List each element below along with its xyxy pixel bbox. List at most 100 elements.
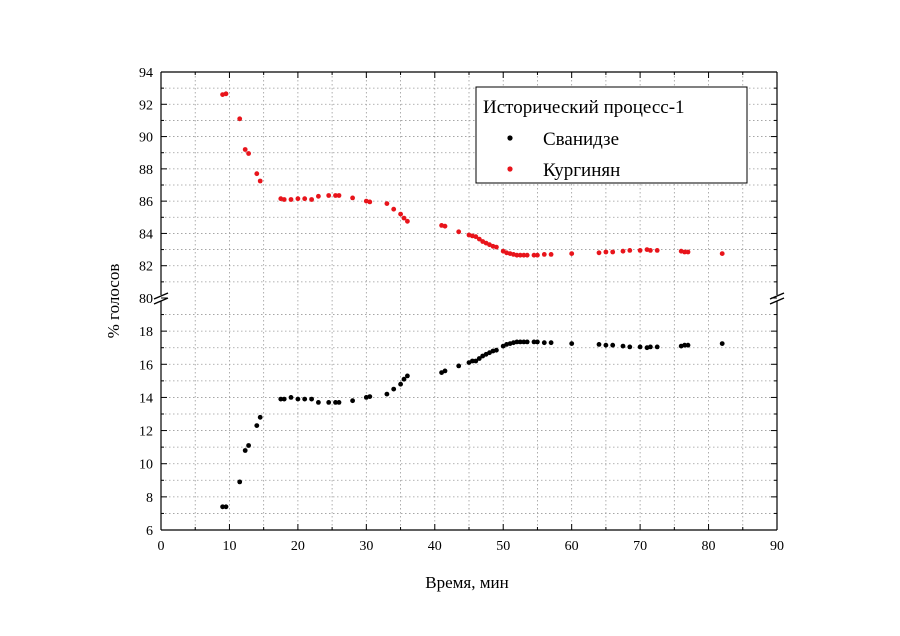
x-tick-label: 20 xyxy=(291,539,305,554)
data-point-svanidze xyxy=(316,400,321,405)
data-point-kurginyan xyxy=(648,248,653,253)
data-point-kurginyan xyxy=(350,195,355,201)
data-point-svanidze xyxy=(548,340,554,346)
data-point-svanidze xyxy=(514,339,520,345)
data-point-kurginyan xyxy=(391,206,397,212)
x-axis-label: Время, мин xyxy=(425,573,508,592)
data-point-kurginyan xyxy=(316,193,321,199)
data-point-kurginyan xyxy=(456,229,462,235)
data-point-svanidze xyxy=(384,391,390,397)
data-point-kurginyan xyxy=(514,252,520,258)
data-point-svanidze xyxy=(220,504,226,510)
y-tick-label: 80 xyxy=(139,292,153,307)
data-point-svanidze xyxy=(476,356,482,361)
y-tick-label: 84 xyxy=(139,227,153,242)
data-point-kurginyan xyxy=(246,151,252,156)
data-point-kurginyan xyxy=(257,178,263,184)
break-mark xyxy=(153,297,169,305)
data-point-kurginyan xyxy=(531,252,537,258)
x-tick-label: 30 xyxy=(359,539,373,554)
x-tick-label: 40 xyxy=(428,539,442,554)
data-point-kurginyan xyxy=(682,249,687,255)
data-point-svanidze xyxy=(442,368,448,374)
data-point-svanidze xyxy=(257,414,263,420)
legend-marker-svanidze xyxy=(507,135,513,141)
data-point-kurginyan xyxy=(494,244,499,250)
data-point-svanidze xyxy=(473,358,479,364)
data-point-svanidze xyxy=(682,342,687,348)
data-point-kurginyan xyxy=(254,171,260,177)
data-point-kurginyan xyxy=(620,248,626,254)
data-point-kurginyan xyxy=(295,196,301,202)
legend-label-kurginyan: Кургинян xyxy=(543,160,620,181)
data-point-kurginyan xyxy=(302,196,308,202)
data-point-svanidze xyxy=(223,504,229,510)
x-tick-label: 90 xyxy=(770,539,784,554)
data-point-kurginyan xyxy=(288,197,294,202)
data-point-kurginyan xyxy=(685,249,691,255)
y-axis-label: % голосов xyxy=(104,264,123,339)
data-point-kurginyan xyxy=(596,250,602,256)
data-point-svanidze xyxy=(620,343,626,349)
data-point-svanidze xyxy=(278,396,284,402)
legend-marker-kurginyan xyxy=(507,166,513,172)
y-tick-label: 86 xyxy=(139,195,153,210)
data-point-kurginyan xyxy=(398,211,403,217)
data-point-svanidze xyxy=(391,386,397,392)
data-point-svanidze xyxy=(398,381,403,387)
data-points xyxy=(220,91,725,510)
data-point-svanidze xyxy=(541,340,547,346)
data-point-kurginyan xyxy=(473,234,479,240)
legend-title: Исторический процесс-1 xyxy=(483,97,685,118)
data-point-svanidze xyxy=(610,342,616,348)
legend-label-svanidze: Сванидзе xyxy=(543,129,619,150)
x-tick-label: 60 xyxy=(565,539,579,554)
data-point-svanidze xyxy=(654,344,660,350)
data-point-svanidze xyxy=(569,341,575,346)
data-point-svanidze xyxy=(295,396,301,402)
data-point-kurginyan xyxy=(242,147,248,152)
data-point-kurginyan xyxy=(719,251,725,256)
data-point-svanidze xyxy=(242,448,248,453)
data-point-kurginyan xyxy=(569,251,575,256)
x-tick-label: 50 xyxy=(496,539,510,554)
y-tick-label: 82 xyxy=(139,260,153,275)
data-point-kurginyan xyxy=(333,193,338,198)
data-point-kurginyan xyxy=(476,236,482,242)
data-point-kurginyan xyxy=(442,223,448,229)
y-tick-label: 10 xyxy=(139,458,153,473)
data-point-svanidze xyxy=(517,339,523,345)
break-mark xyxy=(769,297,785,305)
data-point-svanidze xyxy=(535,339,540,345)
y-tick-label: 16 xyxy=(139,358,153,373)
data-point-svanidze xyxy=(470,358,475,364)
data-point-kurginyan xyxy=(367,199,373,205)
data-point-svanidze xyxy=(350,398,355,404)
break-mark xyxy=(153,292,169,300)
data-point-svanidze xyxy=(685,342,691,348)
data-point-svanidze xyxy=(456,363,462,369)
data-point-kurginyan xyxy=(237,116,243,122)
data-point-svanidze xyxy=(336,400,342,405)
data-point-svanidze xyxy=(524,339,530,345)
x-tick-label: 70 xyxy=(633,539,647,554)
data-point-kurginyan xyxy=(548,252,554,257)
data-point-svanidze xyxy=(302,396,308,402)
data-point-kurginyan xyxy=(524,252,530,258)
data-point-kurginyan xyxy=(654,248,660,253)
data-point-svanidze xyxy=(237,479,243,485)
legend: Исторический процесс-1 Сванидзе Кургинян xyxy=(475,86,748,184)
data-point-svanidze xyxy=(494,347,499,353)
data-point-kurginyan xyxy=(627,248,633,253)
data-point-kurginyan xyxy=(223,91,229,97)
data-point-kurginyan xyxy=(309,197,314,202)
data-point-kurginyan xyxy=(603,249,609,255)
data-point-kurginyan xyxy=(326,193,332,198)
data-point-svanidze xyxy=(367,394,373,399)
legend-box xyxy=(475,86,748,184)
data-point-svanidze xyxy=(254,423,260,428)
data-point-svanidze xyxy=(401,376,407,382)
data-point-kurginyan xyxy=(541,252,547,257)
data-point-kurginyan xyxy=(336,193,342,198)
